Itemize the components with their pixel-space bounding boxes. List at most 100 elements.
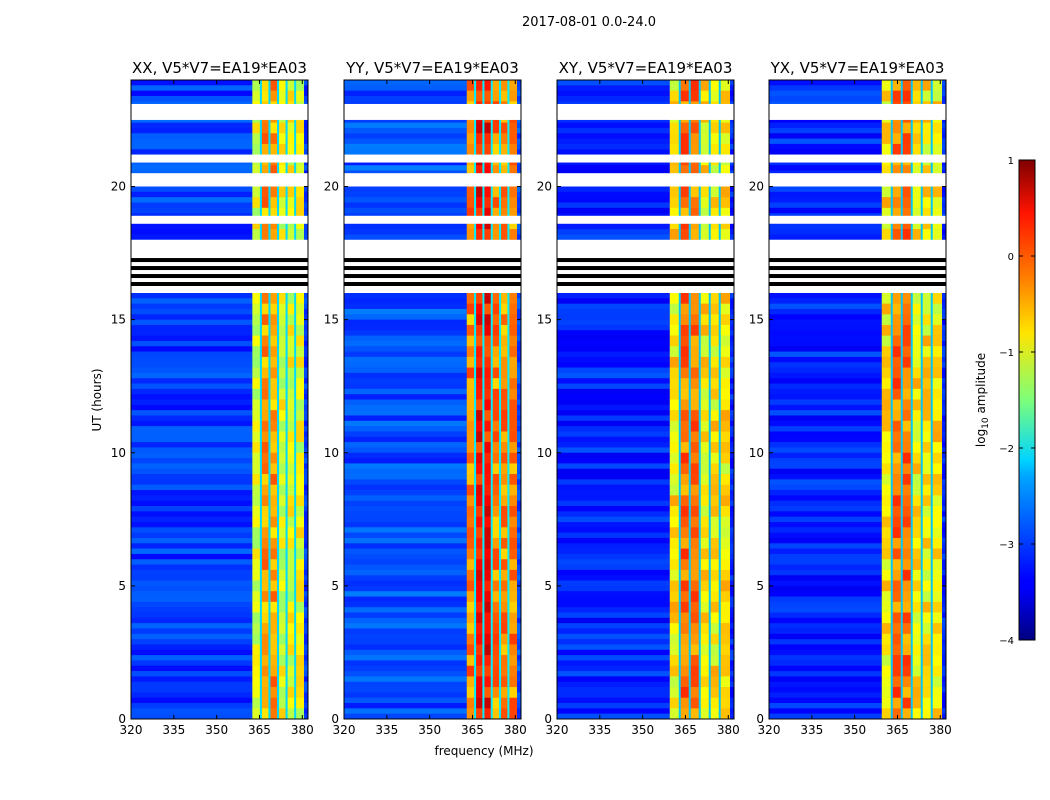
heatmap-cell <box>729 633 734 640</box>
heatmap-cell <box>286 207 296 219</box>
heatmap-cell <box>719 484 731 496</box>
heatmap-cell <box>516 521 521 528</box>
heatmap-cell <box>303 319 308 326</box>
heatmap-cell <box>891 303 903 315</box>
heatmap-cell <box>303 703 308 709</box>
heatmap-cell <box>483 388 493 400</box>
heatmap-cell <box>252 133 262 145</box>
heatmap-cell <box>344 681 467 688</box>
heatmap-cell <box>500 324 509 336</box>
heatmap-cell <box>508 197 518 209</box>
heatmap-cell <box>483 516 493 528</box>
heatmap-cell <box>901 697 913 709</box>
heatmap-cell <box>483 655 493 667</box>
heatmap-cell <box>699 601 711 613</box>
heatmap-cell <box>344 138 467 145</box>
heatmap-cell <box>500 367 509 379</box>
heatmap-cell <box>699 548 711 560</box>
heatmap-cell <box>911 218 923 230</box>
heatmap-cell <box>303 532 308 539</box>
heatmap-cell <box>344 623 467 629</box>
heatmap-cell <box>286 314 296 326</box>
heatmap-cell <box>344 580 467 587</box>
heatmap-cell <box>699 559 711 571</box>
heatmap-cell <box>516 676 521 683</box>
heatmap-cell <box>269 356 279 368</box>
heatmap-cell <box>516 186 521 193</box>
heatmap-cell <box>881 346 893 358</box>
heatmap-cell <box>729 197 734 203</box>
heatmap-cell <box>286 495 296 507</box>
heatmap-cell <box>252 229 262 241</box>
x-tick-label: 335 <box>375 723 398 737</box>
heatmap-cell <box>557 229 670 235</box>
heatmap-cell <box>921 559 933 571</box>
heatmap-cell <box>769 655 882 661</box>
heatmap-cell <box>557 660 670 667</box>
heatmap-cell <box>295 644 305 656</box>
heatmap-cell <box>911 122 923 134</box>
heatmap-cell <box>557 687 670 693</box>
heatmap-cell <box>303 229 308 235</box>
heatmap-cell <box>260 623 270 635</box>
heatmap-cell <box>881 506 893 517</box>
heatmap-cell <box>131 95 253 102</box>
heatmap-cell <box>911 346 923 358</box>
y-tick-label: 15 <box>749 313 764 327</box>
heatmap-cell <box>709 80 721 91</box>
heatmap-cell <box>303 639 308 645</box>
heatmap-cell <box>303 383 308 390</box>
heatmap-cell <box>252 346 262 358</box>
heatmap-cell <box>344 612 467 619</box>
heatmap-cell <box>516 474 521 480</box>
heatmap-cell <box>769 394 882 400</box>
heatmap-cell <box>516 293 521 299</box>
heatmap-cell <box>901 293 913 304</box>
heatmap-cell <box>679 633 691 645</box>
heatmap-cell <box>669 655 681 667</box>
heatmap-cell <box>911 80 923 91</box>
heatmap-cell <box>669 559 681 571</box>
heatmap-cell <box>679 133 691 145</box>
heatmap-cell <box>941 85 946 91</box>
heatmap-cell <box>769 202 882 209</box>
heatmap-cell <box>901 665 913 677</box>
heatmap-cell <box>941 452 946 459</box>
colorbar-label-rest: amplitude <box>974 353 988 417</box>
heatmap-cell <box>260 143 270 155</box>
heatmap-cell <box>491 133 501 145</box>
heatmap-cell <box>931 388 943 400</box>
channel-edge <box>930 80 933 719</box>
heatmap-cell <box>269 143 279 155</box>
heatmap-cell <box>278 580 287 592</box>
heatmap-cell <box>516 149 521 155</box>
heatmap-cell <box>475 484 484 496</box>
heatmap-cell <box>344 649 467 656</box>
heatmap-cell <box>699 229 711 241</box>
heatmap-cell <box>557 612 670 619</box>
heatmap-cell <box>516 388 521 395</box>
heatmap-cell <box>891 229 903 241</box>
heatmap-cell <box>278 644 287 656</box>
heatmap-cell <box>466 346 476 358</box>
heatmap-cell <box>719 324 731 336</box>
heatmap-cell <box>252 452 262 464</box>
heatmap-cell <box>729 521 734 528</box>
heatmap-cell <box>466 548 476 560</box>
heatmap-cell <box>941 660 946 667</box>
heatmap-cell <box>491 484 501 496</box>
heatmap-cell <box>252 537 262 549</box>
heatmap-cell <box>131 298 253 304</box>
heatmap-cell <box>911 601 923 613</box>
channel-edge <box>277 80 280 719</box>
heatmap-cells <box>344 80 521 719</box>
heatmap-cell <box>729 697 734 704</box>
heatmap-cell <box>931 90 943 102</box>
heatmap-cell <box>131 186 253 193</box>
flagged-strip <box>131 274 308 279</box>
heatmap-cell <box>491 314 501 326</box>
heatmap-cell <box>729 585 734 592</box>
heatmap-cell <box>881 548 893 560</box>
heatmap-cell <box>709 335 721 347</box>
heatmap-cell <box>911 495 923 507</box>
